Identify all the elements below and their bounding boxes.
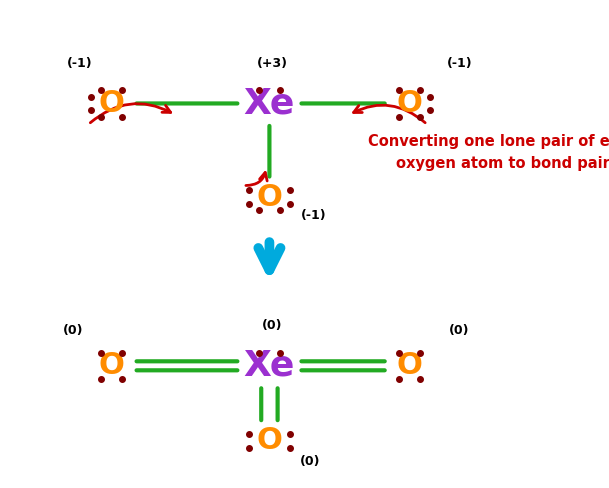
Text: (0): (0) <box>449 324 470 337</box>
Text: O: O <box>397 89 423 118</box>
Text: Xe: Xe <box>244 86 295 121</box>
Text: (0): (0) <box>262 320 283 332</box>
Text: (0): (0) <box>300 455 320 468</box>
Text: O: O <box>256 183 283 212</box>
Text: O: O <box>256 426 283 455</box>
Text: Converting one lone pair of each
oxygen atom to bond pair: Converting one lone pair of each oxygen … <box>368 134 609 171</box>
Text: (-1): (-1) <box>300 209 326 223</box>
Text: O: O <box>99 351 124 380</box>
Text: (0): (0) <box>63 324 84 337</box>
Text: O: O <box>99 89 124 118</box>
Text: (-1): (-1) <box>446 57 472 70</box>
Text: (+3): (+3) <box>257 57 288 70</box>
Text: O: O <box>397 351 423 380</box>
Text: (-1): (-1) <box>66 57 92 70</box>
Text: Xe: Xe <box>244 349 295 383</box>
